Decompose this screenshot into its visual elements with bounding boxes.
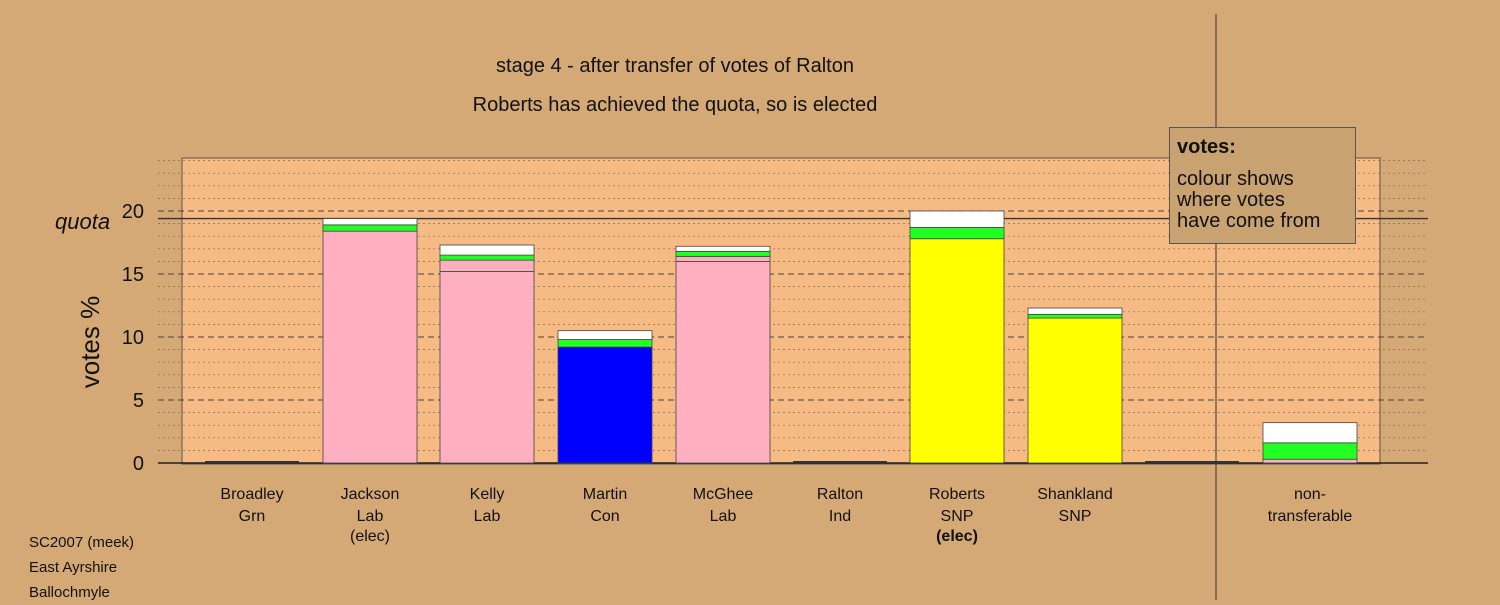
category-party: transferable — [1268, 508, 1353, 525]
category-party: Grn — [239, 508, 266, 525]
bar-segment — [909, 210, 1005, 228]
category-party: Lab — [357, 508, 384, 525]
category-party: Lab — [710, 508, 737, 525]
bar-segment — [1262, 422, 1358, 444]
bar-segment — [322, 230, 418, 464]
bar-segment — [1027, 313, 1123, 319]
bar-segment — [439, 254, 535, 261]
legend-line: colour shows — [1177, 168, 1294, 190]
bar-segment — [322, 224, 418, 232]
category-name: Martin — [583, 486, 627, 503]
y-axis-label: votes % — [75, 296, 105, 389]
footer-election: SC2007 (meek) — [29, 534, 135, 551]
category-name: Broadley — [220, 486, 283, 503]
legend-line: have come from — [1177, 210, 1321, 232]
bar-segment — [675, 260, 771, 464]
category-name: McGhee — [693, 486, 754, 503]
footer-council: East Ayrshire — [29, 559, 118, 576]
category-labels: Broadley Grn Jackson Lab (elec) Kelly Lab Marti… — [220, 486, 1352, 545]
bars-group — [205, 210, 1358, 464]
legend-line: where votes — [1177, 189, 1285, 211]
category-party: Lab — [474, 508, 501, 525]
quota-label: quota — [55, 209, 110, 234]
y-ticks: 0 5 10 15 20 — [122, 201, 144, 475]
category-note: (elec) — [350, 528, 390, 545]
category-name: Jackson — [341, 486, 400, 503]
bar-segment — [322, 218, 418, 226]
bar-segment — [675, 245, 771, 252]
bar-segment — [675, 255, 771, 262]
bar-segment — [557, 346, 653, 464]
bar-segment — [557, 330, 653, 340]
y-tick-label: 5 — [133, 390, 144, 412]
legend-title: votes: — [1177, 136, 1236, 158]
footer-ward: Ballochmyle — [29, 584, 110, 601]
y-tick-label: 0 — [133, 453, 144, 475]
bar-segment — [439, 271, 535, 464]
bar-segment — [439, 259, 535, 272]
bar-segment — [1262, 442, 1358, 460]
legend: votes: colour shows where votes have com… — [1169, 127, 1356, 244]
bar-segment — [1262, 458, 1358, 464]
bar-segment — [909, 226, 1005, 240]
y-tick-label: 10 — [122, 327, 144, 349]
bar-segment — [909, 238, 1005, 464]
category-name: Roberts — [929, 486, 985, 503]
bar-segment — [1027, 307, 1123, 315]
bar-segment — [675, 250, 771, 257]
category-name: non- — [1294, 486, 1326, 503]
category-party: SNP — [941, 508, 974, 525]
category-party: Con — [590, 508, 619, 525]
bar-segment — [557, 339, 653, 348]
bar-segment — [1027, 317, 1123, 464]
category-note: (elec) — [936, 528, 978, 545]
chart-title: stage 4 - after transfer of votes of Ral… — [496, 55, 854, 77]
category-name: Kelly — [470, 486, 505, 503]
category-name: Shankland — [1037, 486, 1113, 503]
category-party: SNP — [1059, 508, 1092, 525]
category-name: Ralton — [817, 486, 863, 503]
category-party: Ind — [829, 508, 851, 525]
y-tick-label: 15 — [122, 264, 144, 286]
y-tick-label: 20 — [122, 201, 144, 223]
bar-segment — [439, 244, 535, 256]
footer-info: SC2007 (meek) East Ayrshire Ballochmyle — [29, 530, 134, 605]
chart-subtitle: Roberts has achieved the quota, so is el… — [473, 94, 878, 116]
